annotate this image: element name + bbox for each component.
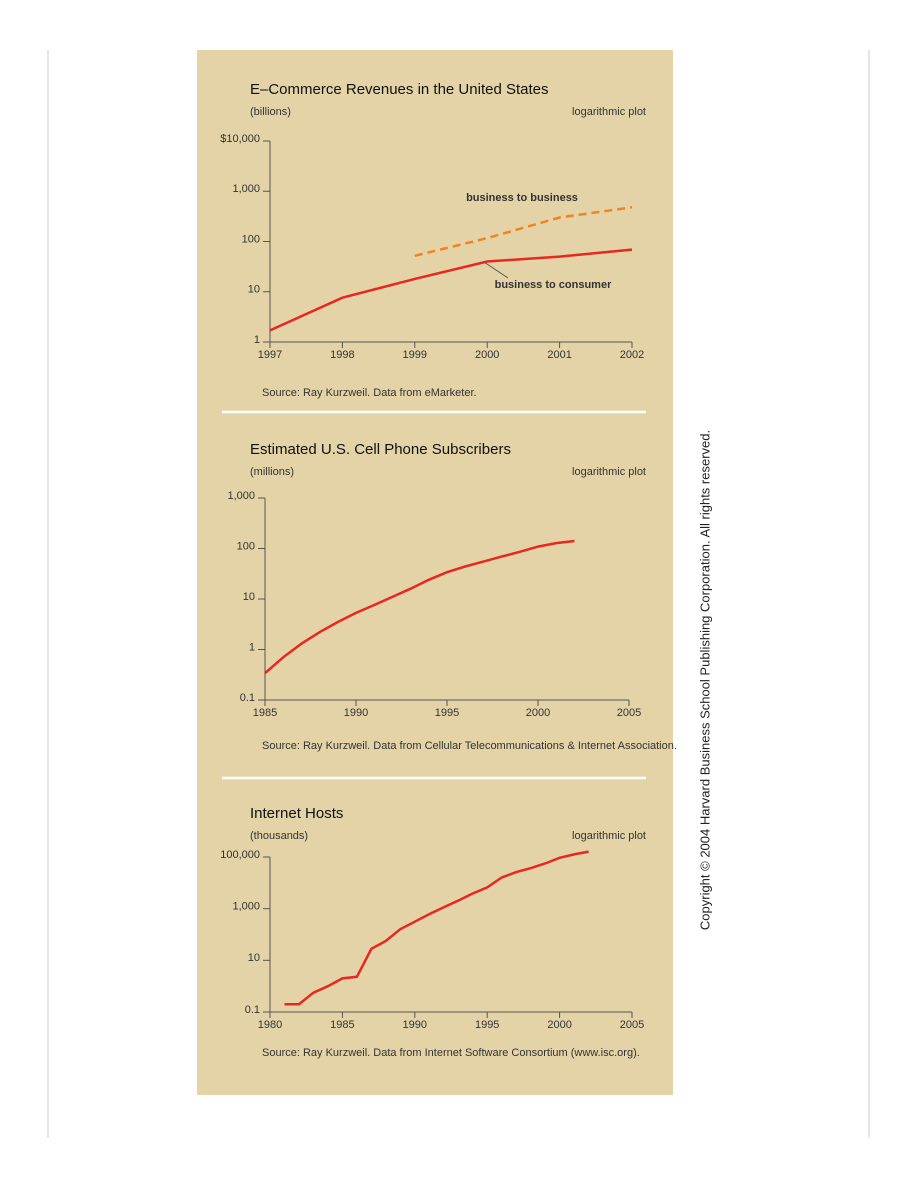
x-tick-label: 2000 [475, 349, 499, 361]
source: Source: Ray Kurzweil. Data from eMarkete… [262, 387, 477, 399]
scale-note: logarithmic plot [572, 466, 646, 478]
x-tick-label: 1997 [258, 349, 282, 361]
source: Source: Ray Kurzweil. Data from Internet… [262, 1047, 640, 1059]
y-tick-label: 1,000 [227, 490, 255, 502]
scale-note: logarithmic plot [572, 830, 646, 842]
y-tick-label: $10,000 [220, 133, 260, 145]
chart-subtitle: (millions) [250, 466, 294, 478]
scale-note: logarithmic plot [572, 106, 646, 118]
x-tick-label: 1990 [344, 707, 368, 719]
y-tick-label: 100,000 [220, 849, 260, 861]
chart-title: E–Commerce Revenues in the United States [250, 81, 548, 98]
chart-title: Estimated U.S. Cell Phone Subscribers [250, 441, 511, 458]
x-tick-label: 2000 [526, 707, 550, 719]
y-tick-label: 10 [248, 284, 260, 296]
y-tick-label: 10 [248, 952, 260, 964]
leader-line [483, 261, 509, 279]
y-tick-label: 1,000 [232, 183, 260, 195]
x-tick-label: 1999 [403, 349, 427, 361]
y-tick-label: 10 [243, 591, 255, 603]
x-tick-label: 2005 [617, 707, 641, 719]
source: Source: Ray Kurzweil. Data from Cellular… [262, 740, 677, 752]
chart-subtitle: (thousands) [250, 830, 308, 842]
chart-title: Internet Hosts [250, 805, 343, 822]
y-tick-label: 1 [249, 641, 255, 653]
y-tick-label: 1 [254, 334, 260, 346]
x-tick-label: 1985 [330, 1019, 354, 1031]
x-tick-label: 1998 [330, 349, 354, 361]
x-tick-label: 2000 [547, 1019, 571, 1031]
y-tick-label: 100 [237, 540, 255, 552]
x-tick-label: 1980 [258, 1019, 282, 1031]
series-label: business to business [466, 192, 578, 204]
y-tick-label: 100 [242, 233, 260, 245]
series-line [264, 539, 575, 675]
y-tick-label: 0.1 [240, 692, 255, 704]
x-tick-label: 1990 [403, 1019, 427, 1031]
series-line [414, 206, 633, 258]
x-tick-label: 2002 [620, 349, 644, 361]
series-line [284, 850, 589, 1006]
y-tick-label: 0.1 [245, 1004, 260, 1016]
chart-subtitle: (billions) [250, 106, 291, 118]
x-tick-label: 1995 [475, 1019, 499, 1031]
x-tick-label: 1985 [253, 707, 277, 719]
series-label: business to consumer [495, 279, 612, 291]
x-tick-label: 1995 [435, 707, 459, 719]
y-tick-label: 1,000 [232, 901, 260, 913]
series-line [269, 248, 633, 332]
panel [197, 50, 673, 1095]
copyright: Copyright © 2004 Harvard Business School… [697, 430, 712, 930]
x-tick-label: 2001 [547, 349, 571, 361]
x-tick-label: 2005 [620, 1019, 644, 1031]
